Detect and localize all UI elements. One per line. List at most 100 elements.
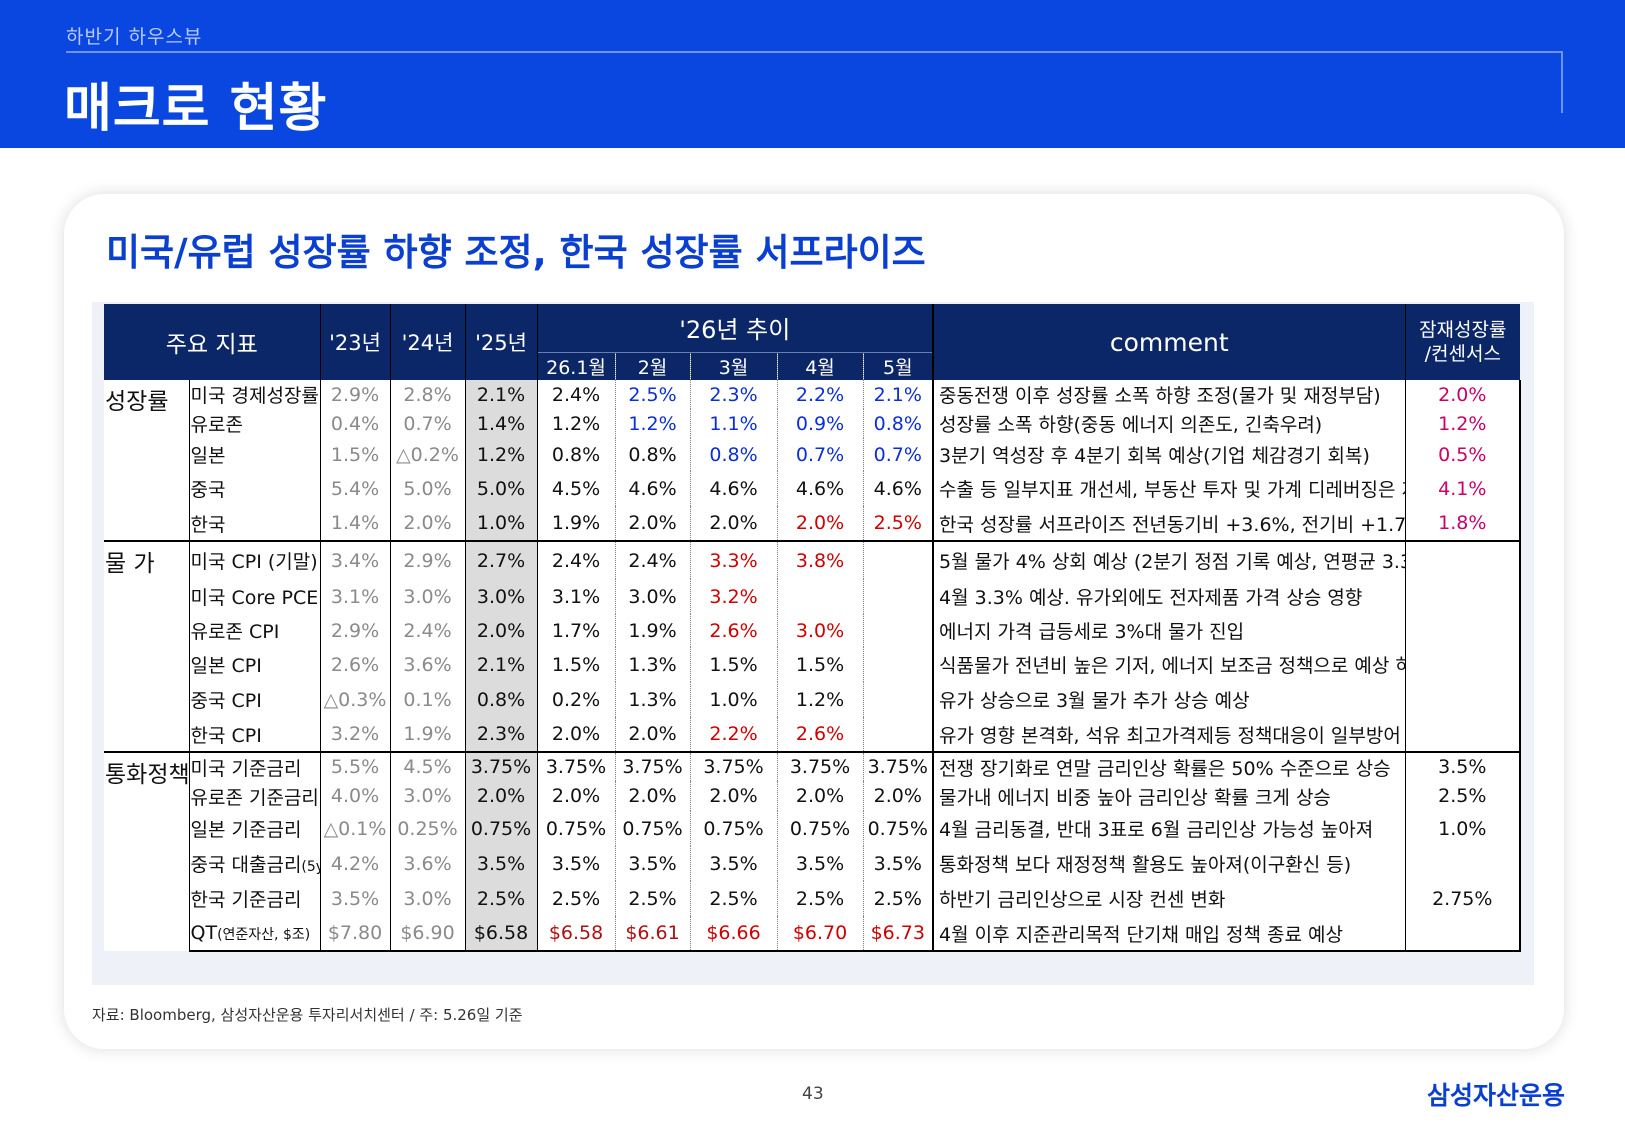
- table-row: 일본 기준금리 △0.1% 0.25% 0.75% 0.75% 0.75% 0.75% 0.7…: [104, 811, 1522, 846]
- section-headline: 미국/유럽 성장률 하향 조정, 한국 성장률 서프라이즈: [106, 231, 926, 274]
- value-2023: 3.1%: [319, 579, 391, 614]
- month-value: [862, 540, 934, 579]
- indicator-name: 중국 CPI: [188, 682, 321, 717]
- month-value: 2.0%: [689, 506, 778, 541]
- indicator-name-text: 유로존: [190, 414, 243, 436]
- footnote: 자료: Bloomberg, 삼성자산운용 투자리서치센터 / 주: 5.26일…: [92, 1006, 523, 1024]
- month-value: $6.70: [776, 916, 864, 952]
- value-2025: 0.75%: [464, 811, 538, 846]
- month-value: 3.0%: [614, 579, 691, 614]
- indicator-name: 일본: [188, 438, 321, 471]
- month-value: 4.6%: [689, 471, 778, 506]
- indicator-name: 일본 CPI: [188, 647, 321, 682]
- table-row: 일본 1.5% △0.2% 1.2% 0.8% 0.8% 0.8% 0.7% 0.7% 3분기 역…: [104, 438, 1522, 471]
- macro-table-wrapper: 주요 지표 '23년 '24년 '25년 '26년 추이 comment 잠재성…: [92, 302, 1534, 985]
- header-potential-line1: 잠재성장률: [1419, 319, 1507, 341]
- potential-growth: [1404, 682, 1522, 717]
- month-value: 4.6%: [862, 471, 934, 506]
- value-2025: 0.8%: [464, 682, 538, 717]
- value-2025: 2.3%: [464, 717, 538, 752]
- month-value: 3.5%: [776, 846, 864, 881]
- value-2025: 1.4%: [464, 409, 538, 438]
- value-2025: 2.0%: [464, 781, 538, 811]
- value-2024: 2.0%: [389, 506, 466, 541]
- value-2023: 2.9%: [319, 380, 391, 409]
- potential-growth: 2.75%: [1404, 881, 1522, 916]
- month-value: 0.8%: [689, 438, 778, 471]
- month-value: 0.9%: [776, 409, 864, 438]
- month-value: 1.5%: [776, 647, 864, 682]
- value-2023: 4.0%: [319, 781, 391, 811]
- month-value: 0.8%: [862, 409, 934, 438]
- value-2023: △0.1%: [319, 811, 391, 846]
- comment-cell: 하반기 금리인상으로 시장 컨센 변화: [932, 881, 1406, 916]
- indicator-name-text: QT: [190, 922, 218, 944]
- indicator-name-text: 일본 CPI: [190, 655, 262, 677]
- table-row: 미국 Core PCE 3.1% 3.0% 3.0% 3.1% 3.0% 3.2% 4월 3.…: [104, 579, 1522, 614]
- value-2024: $6.90: [389, 916, 466, 952]
- comment-cell: 4월 3.3% 예상. 유가외에도 전자제품 가격 상승 영향: [932, 579, 1406, 614]
- indicator-name-text: 미국 기준금리: [190, 757, 302, 780]
- header-trend26: '26년 추이: [536, 304, 934, 352]
- value-2025: 1.0%: [464, 506, 538, 541]
- month-value: 1.3%: [614, 647, 691, 682]
- indicator-name: 유로존 CPI: [188, 614, 321, 647]
- month-value: 2.0%: [614, 717, 691, 752]
- month-value: [776, 579, 864, 614]
- table-row: 일본 CPI 2.6% 3.6% 2.1% 1.5% 1.3% 1.5% 1.5% 식품물가 전…: [104, 647, 1522, 682]
- table-row: 중국 5.4% 5.0% 5.0% 4.5% 4.6% 4.6% 4.6% 4.6% 수출 등 일…: [104, 471, 1522, 506]
- month-value: 2.4%: [536, 540, 616, 579]
- month-value: 2.2%: [776, 380, 864, 409]
- table-row: QT(연준자산, $조) $7.80 $6.90 $6.58 $6.58 $6.61 $6.…: [104, 916, 1522, 952]
- indicator-name: 미국 경제성장률: [188, 380, 321, 409]
- indicator-name-text: 중국: [190, 479, 226, 501]
- indicator-name: 중국: [188, 471, 321, 506]
- month-value: 3.5%: [862, 846, 934, 881]
- value-2024: 3.6%: [389, 647, 466, 682]
- month-value: 3.1%: [536, 579, 616, 614]
- comment-cell: 5월 물가 4% 상회 예상 (2분기 정점 기록 예상, 연평균 3.3%): [932, 540, 1406, 579]
- header-potential-line2: /컨센서스: [1424, 343, 1501, 365]
- header-month-3: 3월: [689, 351, 778, 380]
- indicator-name-text: 유로존 CPI: [190, 621, 280, 643]
- table-row: 유로존 0.4% 0.7% 1.4% 1.2% 1.2% 1.1% 0.9% 0.8% 성장률 소…: [104, 409, 1522, 438]
- comment-cell: 성장률 소폭 하향(중동 에너지 의존도, 긴축우려): [932, 409, 1406, 438]
- value-2025: 2.5%: [464, 881, 538, 916]
- indicator-name: 유로존: [188, 409, 321, 438]
- category-price: 물 가: [104, 540, 189, 752]
- month-value: 1.7%: [536, 614, 616, 647]
- month-value: 1.5%: [689, 647, 778, 682]
- indicator-name-note: (연준자산, $조): [217, 927, 311, 943]
- month-value: 3.75%: [862, 751, 934, 781]
- category-growth: 성장률: [104, 380, 189, 541]
- header-comment: comment: [932, 304, 1406, 380]
- indicator-name: 일본 기준금리: [188, 811, 321, 846]
- value-2024: 3.0%: [389, 881, 466, 916]
- header-month-2: 2월: [614, 351, 691, 380]
- potential-growth: [1404, 540, 1522, 579]
- month-value: [862, 647, 934, 682]
- value-2025: 2.7%: [464, 540, 538, 579]
- month-value: $6.66: [689, 916, 778, 952]
- potential-growth: 4.1%: [1404, 471, 1522, 506]
- potential-growth: 3.5%: [1404, 751, 1522, 781]
- table-row: 한국 CPI 3.2% 1.9% 2.3% 2.0% 2.0% 2.2% 2.6% 유가 영향 …: [104, 717, 1522, 752]
- comment-cell: 식품물가 전년비 높은 기저, 에너지 보조금 정책으로 예상 하회: [932, 647, 1406, 682]
- month-value: 3.75%: [689, 751, 778, 781]
- header-divider: [66, 51, 1562, 53]
- indicator-name-text: 중국 대출금리: [190, 854, 302, 876]
- value-2023: 4.2%: [319, 846, 391, 881]
- header-indicator: 주요 지표: [104, 304, 321, 380]
- value-2023: 1.4%: [319, 506, 391, 541]
- value-2024: 3.0%: [389, 781, 466, 811]
- indicator-name-text: 한국 CPI: [190, 724, 262, 747]
- comment-cell: 에너지 가격 급등세로 3%대 물가 진입: [932, 614, 1406, 647]
- header-y25: '25년: [464, 304, 538, 380]
- indicator-name-text: 한국: [190, 513, 226, 536]
- month-value: 2.5%: [614, 881, 691, 916]
- month-value: $6.73: [862, 916, 934, 952]
- potential-growth: [1404, 647, 1522, 682]
- month-value: 2.0%: [614, 506, 691, 541]
- month-value: 2.6%: [776, 717, 864, 752]
- month-value: 2.4%: [536, 380, 616, 409]
